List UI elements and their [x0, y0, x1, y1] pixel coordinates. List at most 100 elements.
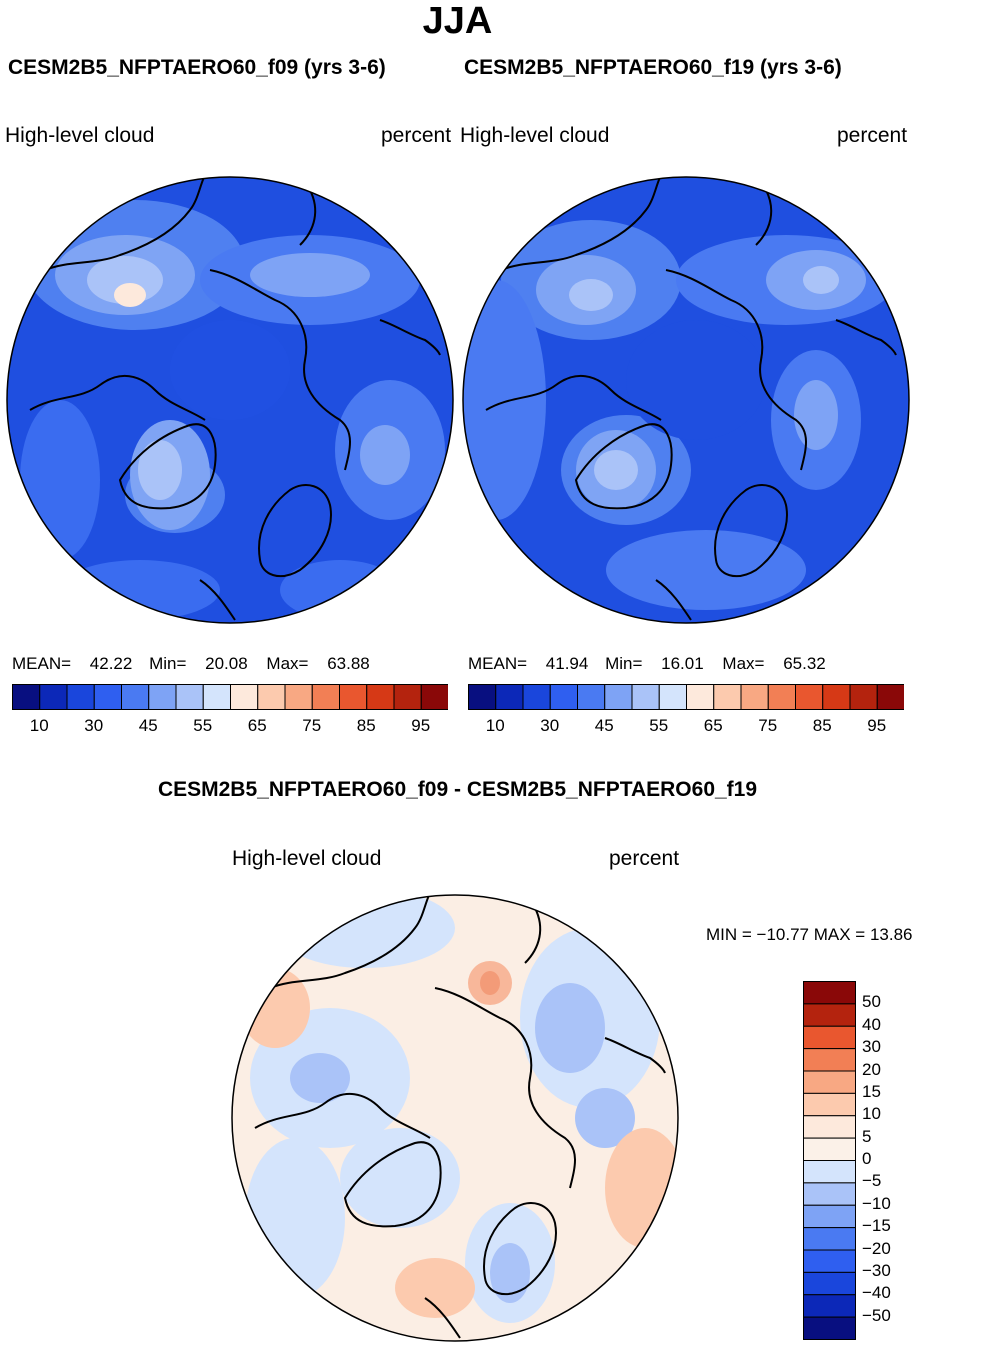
mean-label: MEAN= [12, 654, 72, 673]
mean-value: 41.94 [545, 654, 589, 673]
colorbar-swatch [230, 684, 259, 710]
colorbar-swatch [795, 684, 824, 710]
colorbar-tick-label: 65 [703, 716, 723, 735]
colorbar-swatch [849, 684, 878, 710]
colorbar-swatch [148, 684, 177, 710]
colorbar-swatch [121, 684, 150, 710]
colorbar-tick-label: 10 [862, 1104, 881, 1124]
difference-map [231, 894, 679, 1342]
colorbar-swatch [803, 1182, 856, 1206]
colorbar-tick-label: 30 [862, 1037, 881, 1057]
coastlines [254, 895, 666, 1339]
panel1-colorbar [12, 684, 448, 710]
colorbar-swatch [284, 684, 313, 710]
colorbar-tick-label: −30 [862, 1260, 891, 1280]
colorbar-tick-label: −40 [862, 1283, 891, 1303]
colorbar-tick-label: −10 [862, 1193, 891, 1213]
colorbar-swatch [202, 684, 231, 710]
colorbar-swatch [803, 1025, 856, 1050]
colorbar-tick-label: −20 [862, 1238, 891, 1258]
colorbar-swatch [257, 684, 286, 710]
max-label: Max= [722, 654, 765, 673]
panel2-variable: High-level cloud [460, 124, 610, 147]
colorbar-tick-label: 15 [862, 1081, 881, 1101]
colorbar-tick-label: 40 [862, 1014, 881, 1034]
colorbar-swatch [803, 1294, 856, 1318]
panel2-title: CESM2B5_NFPTAERO60_f19 (yrs 3-6) [464, 56, 842, 79]
min-label: Min= [605, 654, 643, 673]
difference-title: CESM2B5_NFPTAERO60_f09 - CESM2B5_NFPTAER… [157, 778, 758, 801]
colorbar-swatch [468, 684, 497, 710]
panel1-title: CESM2B5_NFPTAERO60_f09 (yrs 3-6) [8, 56, 386, 79]
panel2-colorbar [468, 684, 904, 710]
coastlines [29, 177, 441, 621]
colorbar-tick-label: 10 [29, 716, 49, 735]
colorbar-swatch [803, 1227, 856, 1251]
colorbar-swatch [522, 684, 551, 710]
colorbar-tick-label: −15 [862, 1216, 891, 1236]
panel2-map [462, 176, 910, 624]
colorbar-tick-label: 5 [862, 1126, 872, 1146]
colorbar-tick-label: 55 [193, 716, 213, 735]
panel2-units: percent [837, 124, 908, 147]
colorbar-swatch [66, 684, 95, 710]
colorbar-tick-label: −50 [862, 1305, 891, 1325]
colorbar-swatch [495, 684, 524, 710]
colorbar-tick-label: 85 [356, 716, 376, 735]
max-value: 63.88 [327, 654, 370, 673]
colorbar-tick-label: 30 [84, 716, 104, 735]
colorbar-swatch [366, 684, 395, 710]
difference-colorbar [803, 981, 856, 1340]
colorbar-swatch [740, 684, 769, 710]
colorbar-tick-label: 75 [758, 716, 778, 735]
colorbar-swatch [420, 684, 448, 710]
colorbar-swatch [39, 684, 68, 710]
colorbar-swatch [803, 1249, 856, 1273]
difference-units: percent [609, 847, 680, 870]
colorbar-tick-label: 55 [649, 716, 669, 735]
colorbar-tick-label: 30 [540, 716, 560, 735]
colorbar-swatch [876, 684, 904, 710]
min-value: 16.01 [661, 654, 704, 673]
mean-value: 42.22 [89, 654, 133, 673]
colorbar-tick-label: 85 [812, 716, 832, 735]
colorbar-swatch [713, 684, 742, 710]
main-title: JJA [422, 0, 493, 42]
colorbar-tick-label: 75 [302, 716, 322, 735]
panel1-variable: High-level cloud [5, 124, 155, 147]
colorbar-tick-label: 45 [138, 716, 158, 735]
colorbar-swatch [803, 1316, 856, 1340]
colorbar-swatch [803, 1204, 856, 1229]
cloud-field [20, 200, 445, 620]
colorbar-swatch [803, 1003, 856, 1027]
colorbar-swatch [631, 684, 660, 710]
colorbar-tick-label: 20 [862, 1059, 881, 1079]
colorbar-swatch [339, 684, 368, 710]
colorbar-tick-label: −5 [862, 1171, 882, 1191]
coastlines [485, 177, 897, 621]
colorbar-tick-label: 0 [862, 1149, 872, 1168]
colorbar-swatch [803, 981, 856, 1005]
panel2-stats: MEAN= 41.94 Min= 16.01 Max= 65.32 [468, 654, 826, 674]
colorbar-swatch [393, 684, 422, 710]
colorbar-swatch [822, 684, 851, 710]
colorbar-swatch [549, 684, 578, 710]
max-value: 65.32 [783, 654, 826, 673]
colorbar-swatch [767, 684, 796, 710]
colorbar-tick-label: 50 [862, 992, 881, 1012]
colorbar-tick-label: 10 [485, 716, 505, 735]
mean-label: MEAN= [468, 654, 528, 673]
colorbar-swatch [604, 684, 633, 710]
min-value: 20.08 [205, 654, 248, 673]
min-label: Min= [149, 654, 187, 673]
colorbar-swatch [175, 684, 204, 710]
difference-min-max: MIN = −10.77 MAX = 13.86 [706, 925, 913, 944]
colorbar-swatch [12, 684, 41, 710]
colorbar-swatch [803, 1271, 856, 1296]
colorbar-tick-label: 95 [411, 716, 431, 735]
colorbar-tick-label: 95 [867, 716, 887, 735]
colorbar-swatch [93, 684, 122, 710]
colorbar-swatch [577, 684, 606, 710]
colorbar-tick-label: 65 [247, 716, 267, 735]
colorbar-swatch [803, 1115, 856, 1139]
